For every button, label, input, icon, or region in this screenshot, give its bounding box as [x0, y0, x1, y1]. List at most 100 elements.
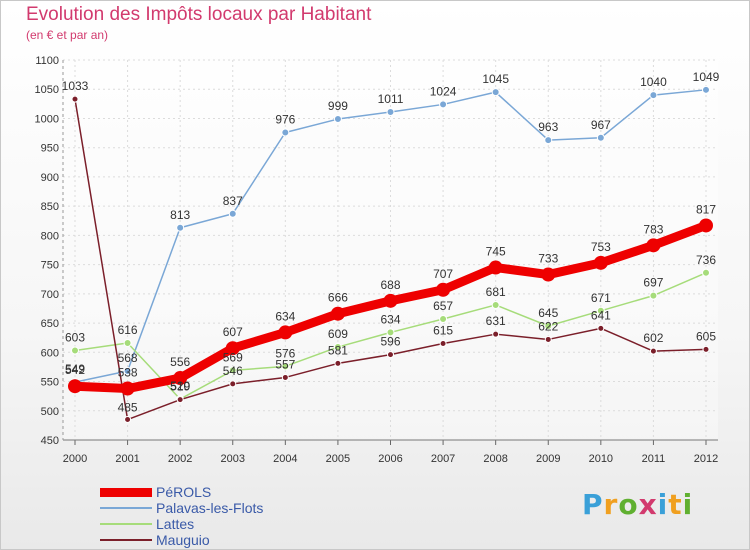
x-tick-label: 2005 — [326, 453, 350, 465]
data-point-perols — [488, 260, 503, 275]
data-label-palavas: 1024 — [430, 84, 457, 98]
data-label-mauguio: 546 — [223, 364, 243, 378]
legend-item-lattes[interactable]: Lattes — [100, 516, 340, 532]
data-point-lattes — [333, 343, 342, 352]
y-tick-label: 550 — [41, 377, 59, 389]
data-point-lattes — [123, 338, 132, 347]
y-tick-label: 850 — [41, 201, 59, 213]
logo-letter: i — [657, 488, 669, 521]
legend-item-perols[interactable]: PéROLS — [100, 484, 340, 500]
legend-item-mauguio[interactable]: Mauguio — [100, 532, 340, 548]
data-point-perols — [699, 218, 713, 233]
data-label-perols: 542 — [65, 363, 85, 377]
chart-subtitle: (en € et par an) — [26, 28, 109, 42]
y-tick-label: 1100 — [35, 55, 59, 67]
data-label-palavas: 967 — [591, 118, 611, 132]
x-tick-label: 2008 — [483, 453, 507, 465]
data-point-perols — [593, 255, 608, 270]
data-point-lattes — [491, 300, 500, 309]
data-point-mauguio — [334, 359, 342, 367]
x-tick-label: 2004 — [273, 453, 297, 465]
data-label-perols: 783 — [643, 222, 663, 236]
logo-letter: x — [638, 488, 658, 521]
data-label-mauguio: 622 — [538, 319, 558, 333]
legend-label-lattes: Lattes — [156, 516, 195, 532]
data-point-perols — [278, 325, 293, 340]
data-point-perols — [120, 381, 135, 396]
data-point-lattes — [281, 362, 290, 371]
y-tick-label: 750 — [41, 260, 59, 272]
y-tick-label: 450 — [41, 435, 59, 447]
data-point-lattes — [71, 346, 79, 355]
data-label-lattes: 616 — [118, 323, 138, 337]
x-tick-label: 2001 — [115, 453, 139, 465]
data-point-palavas — [123, 367, 132, 376]
x-tick-label: 2006 — [378, 453, 402, 465]
data-point-mauguio — [439, 340, 447, 348]
data-label-lattes: 569 — [223, 350, 243, 364]
logo-letter: P — [582, 488, 604, 521]
data-label-palavas: 837 — [223, 194, 243, 208]
data-point-palavas — [333, 115, 342, 124]
data-point-palavas — [649, 91, 658, 100]
x-tick-label: 2009 — [536, 453, 560, 465]
data-point-palavas — [702, 85, 710, 94]
data-point-mauguio — [492, 330, 500, 338]
data-point-mauguio — [597, 324, 605, 332]
data-label-perols: 707 — [433, 267, 453, 281]
legend-swatch-palavas — [100, 507, 152, 509]
x-tick-label: 2012 — [694, 453, 718, 465]
data-point-mauguio — [702, 345, 710, 353]
data-label-perols: 538 — [118, 366, 138, 380]
data-label-lattes: 576 — [275, 346, 295, 360]
data-label-mauguio: 1033 — [62, 79, 89, 93]
data-label-perols: 666 — [328, 291, 348, 305]
data-label-mauguio: 615 — [433, 324, 453, 338]
data-point-mauguio — [281, 373, 289, 381]
y-tick-label: 900 — [41, 172, 59, 184]
legend-swatch-mauguio — [100, 539, 152, 541]
y-tick-label: 700 — [41, 289, 59, 301]
data-point-lattes — [596, 306, 605, 315]
data-label-palavas: 999 — [328, 99, 348, 113]
legend-item-palavas[interactable]: Palavas-les-Flots — [100, 500, 340, 516]
data-label-lattes: 736 — [696, 253, 716, 267]
data-point-palavas — [596, 133, 605, 142]
legend-label-perols: PéROLS — [156, 484, 212, 500]
data-point-mauguio — [124, 416, 132, 424]
data-label-perols: 634 — [275, 309, 295, 323]
data-point-mauguio — [229, 380, 237, 388]
data-point-palavas — [491, 88, 500, 97]
y-tick-label: 800 — [41, 230, 59, 242]
logo-letter: t — [668, 488, 683, 521]
proxiti-logo: Proxiti — [582, 488, 693, 521]
legend: PéROLS Palavas-les-Flots Lattes Mauguio — [100, 484, 340, 548]
data-point-lattes — [544, 322, 553, 330]
data-label-lattes: 697 — [643, 276, 663, 290]
data-label-lattes: 645 — [538, 306, 558, 320]
data-point-palavas — [544, 136, 553, 145]
legend-label-palavas: Palavas-les-Flots — [156, 500, 264, 516]
data-label-lattes: 681 — [486, 285, 506, 299]
data-label-perols: 817 — [696, 202, 716, 216]
legend-label-mauguio: Mauguio — [156, 532, 210, 548]
data-point-perols — [383, 293, 398, 308]
x-tick-label: 2003 — [221, 453, 245, 465]
y-tick-label: 1050 — [35, 84, 59, 96]
data-point-perols — [541, 267, 556, 282]
y-tick-label: 500 — [41, 406, 59, 418]
chart-title: Evolution des Impôts locaux par Habitant — [26, 4, 372, 25]
logo-letter: r — [603, 488, 619, 521]
data-label-perols: 745 — [486, 245, 506, 259]
data-label-palavas: 568 — [118, 351, 138, 365]
logo-letter: o — [618, 488, 639, 521]
data-point-mauguio — [387, 351, 394, 359]
legend-swatch-perols — [100, 487, 152, 497]
data-point-palavas — [281, 128, 290, 137]
data-point-perols — [225, 341, 240, 356]
data-label-perols: 688 — [380, 278, 400, 292]
data-label-palavas: 813 — [170, 208, 190, 222]
data-point-perols — [330, 306, 345, 321]
x-tick-label: 2011 — [642, 453, 666, 465]
